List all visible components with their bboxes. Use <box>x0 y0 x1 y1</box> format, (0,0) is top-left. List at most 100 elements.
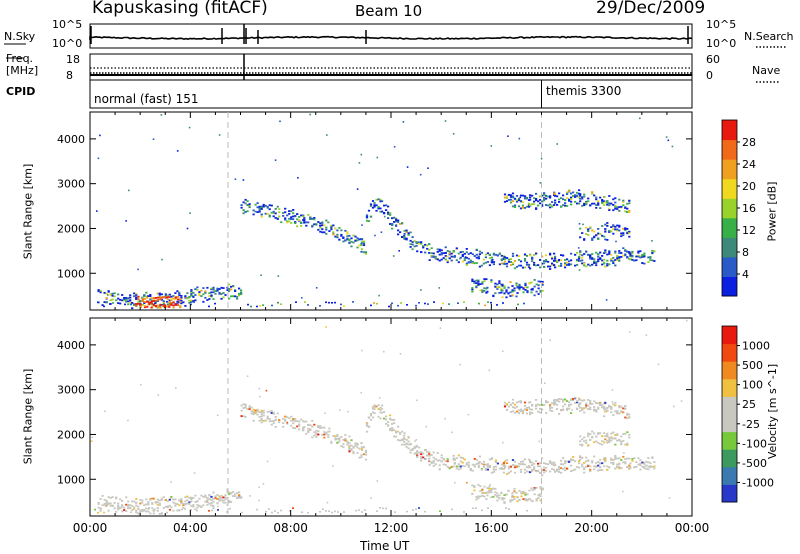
velocity-cell <box>597 441 600 444</box>
velocity-cell <box>551 468 554 470</box>
power-cell <box>599 258 602 260</box>
velocity-cell <box>151 503 154 505</box>
power-cell <box>395 224 398 227</box>
velocity-cell <box>657 363 660 366</box>
power-cell <box>521 201 525 203</box>
power-cell <box>529 194 532 197</box>
velocity-cell <box>463 465 466 468</box>
power-cell <box>254 210 257 213</box>
velocity-cell <box>601 440 604 443</box>
velocity-cell <box>537 410 540 413</box>
velocity-cell <box>568 404 571 406</box>
velocity-cell <box>328 430 331 433</box>
power-cell <box>137 268 139 271</box>
velocity-cell <box>446 465 449 468</box>
velocity-cell <box>568 461 571 463</box>
velocity-cell <box>616 463 619 466</box>
velocity-cell <box>612 431 615 434</box>
velocity-cell <box>574 468 577 471</box>
power-cell <box>159 298 162 301</box>
velocity-cell <box>603 457 606 460</box>
power-cell <box>490 259 493 261</box>
velocity-cell <box>568 401 571 404</box>
velocity-cell <box>520 495 523 498</box>
velocity-cell <box>323 436 326 439</box>
power-cell <box>637 251 640 254</box>
power-cell <box>566 197 569 199</box>
power-cell <box>279 120 281 123</box>
velocity-cell <box>558 398 561 400</box>
power-cell <box>272 210 275 213</box>
velocity-cell <box>608 441 611 443</box>
power-cell <box>228 288 231 290</box>
power-cell <box>218 288 221 290</box>
velocity-cell <box>361 511 363 513</box>
velocity-cell <box>152 497 155 500</box>
power-cell <box>509 201 513 204</box>
power-cell <box>531 260 534 262</box>
power-cell <box>515 199 519 202</box>
velocity-cell <box>507 465 511 468</box>
velocity-cell <box>332 465 334 467</box>
velocity-cell <box>265 389 268 392</box>
velocity-cell <box>298 428 301 431</box>
power-cell <box>503 258 507 260</box>
power-cell <box>230 295 233 298</box>
velocity-cell <box>653 465 656 468</box>
velocity-cell <box>562 398 565 401</box>
velocity-cell <box>585 439 588 442</box>
power-cell <box>123 298 126 300</box>
power-cell <box>148 301 151 304</box>
power-cell <box>488 257 491 259</box>
power-cell <box>486 261 489 263</box>
power-cell <box>520 286 523 289</box>
power-cell <box>522 291 525 294</box>
power-cell <box>539 199 542 201</box>
velocity-cell <box>629 462 632 465</box>
power-cell <box>568 199 571 202</box>
velocity-cell <box>198 504 201 507</box>
velocity-cell <box>533 468 536 471</box>
power-cell <box>280 221 283 224</box>
power-cell <box>525 255 529 257</box>
power-cell <box>307 304 309 306</box>
power-cell <box>469 252 472 254</box>
power-cell <box>393 221 396 223</box>
velocity-cell <box>107 509 110 512</box>
power-cell <box>566 193 569 195</box>
power-cell <box>166 303 169 306</box>
power-cell <box>362 242 366 245</box>
velocity-cell <box>629 331 631 333</box>
velocity-cell <box>266 411 269 413</box>
velocity-cell <box>620 467 623 469</box>
power-cell <box>585 201 588 204</box>
velocity-cell <box>415 508 417 510</box>
velocity-cell <box>430 462 433 465</box>
velocity-cell <box>618 439 621 442</box>
power-cell <box>612 228 615 230</box>
velocity-cell <box>415 439 418 441</box>
velocity-cell <box>529 413 532 416</box>
power-cell <box>505 262 509 265</box>
power-cell <box>574 196 577 198</box>
colorbar-segment <box>722 120 737 141</box>
power-cell <box>608 209 611 211</box>
power-cell <box>446 255 449 258</box>
velocity-cell <box>328 427 331 430</box>
power-cell <box>409 243 412 245</box>
power-cell <box>125 298 128 301</box>
nsky-label: N.Sky <box>4 30 36 43</box>
power-cell <box>192 296 195 298</box>
power-cell <box>515 200 519 203</box>
velocity-cell <box>240 404 243 407</box>
power-cell <box>453 256 456 258</box>
power-cell <box>371 206 375 209</box>
power-cell <box>440 258 443 261</box>
velocity-cell <box>361 349 363 352</box>
velocity-cell <box>182 504 185 507</box>
velocity-cell <box>282 422 285 424</box>
power-cell <box>503 263 507 265</box>
velocity-cell <box>488 458 491 461</box>
power-cell <box>194 288 197 290</box>
velocity-cell <box>206 497 209 499</box>
